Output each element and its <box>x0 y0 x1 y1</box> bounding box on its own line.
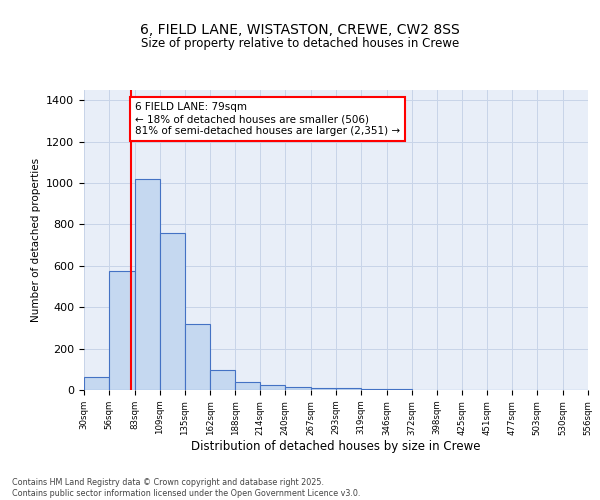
Bar <box>109 271 135 390</box>
Bar <box>211 370 235 390</box>
Text: Contains HM Land Registry data © Crown copyright and database right 2025.
Contai: Contains HM Land Registry data © Crown c… <box>12 478 361 498</box>
X-axis label: Distribution of detached houses by size in Crewe: Distribution of detached houses by size … <box>191 440 481 453</box>
Bar <box>235 382 260 390</box>
Bar <box>336 388 361 390</box>
Bar <box>135 179 160 390</box>
Text: 6, FIELD LANE, WISTASTON, CREWE, CW2 8SS: 6, FIELD LANE, WISTASTON, CREWE, CW2 8SS <box>140 22 460 36</box>
Text: 6 FIELD LANE: 79sqm
← 18% of detached houses are smaller (506)
81% of semi-detac: 6 FIELD LANE: 79sqm ← 18% of detached ho… <box>135 102 400 136</box>
Bar <box>84 376 109 390</box>
Bar <box>160 233 185 390</box>
Bar <box>311 388 336 390</box>
Text: Size of property relative to detached houses in Crewe: Size of property relative to detached ho… <box>141 38 459 51</box>
Bar <box>185 324 211 390</box>
Y-axis label: Number of detached properties: Number of detached properties <box>31 158 41 322</box>
Bar <box>260 385 285 390</box>
Bar <box>361 389 387 390</box>
Bar <box>285 387 311 390</box>
